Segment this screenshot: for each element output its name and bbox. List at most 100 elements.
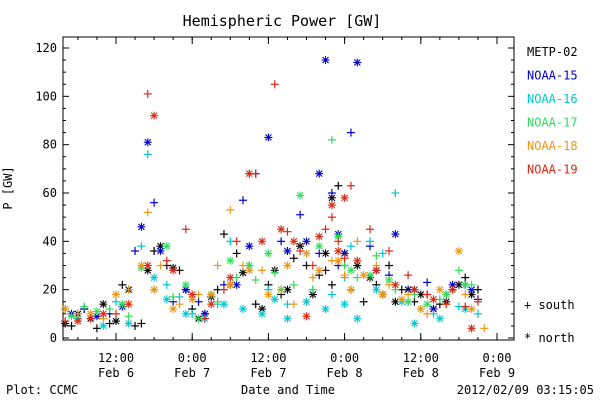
plus-marker <box>124 285 133 294</box>
star-d2 <box>207 291 215 298</box>
star-d2 <box>303 312 310 320</box>
x-tick-label-time: 0:00 <box>178 351 207 365</box>
plot-frame <box>62 36 515 341</box>
plus-marker <box>366 225 374 234</box>
star-marker <box>181 285 190 294</box>
x-tick-label-date: Feb 8 <box>403 366 439 380</box>
star-d2 <box>468 324 475 332</box>
star-marker <box>378 290 387 299</box>
plus-marker <box>112 309 120 318</box>
star-marker <box>346 266 355 275</box>
plus-marker <box>143 208 152 217</box>
plus-marker <box>73 309 82 318</box>
y-tick-label: 120 <box>35 41 57 55</box>
star-d2 <box>404 298 412 306</box>
star-marker <box>340 193 349 202</box>
plus-marker <box>473 297 482 306</box>
star-d2 <box>417 291 425 298</box>
star-d2 <box>245 262 253 269</box>
star-d2 <box>138 262 145 269</box>
plus-marker <box>162 280 171 289</box>
plus-marker <box>404 271 413 280</box>
star-marker <box>226 256 235 265</box>
footer-plot-credit: Plot: CCMC <box>6 383 78 397</box>
plus-marker <box>226 205 235 214</box>
star-marker <box>150 273 159 282</box>
star-d2 <box>411 286 418 294</box>
star-marker <box>99 321 108 330</box>
star-d2 <box>220 300 228 308</box>
series-noaa-18 <box>61 205 489 333</box>
star-d2 <box>353 315 361 323</box>
star-marker <box>61 305 70 313</box>
star-d2 <box>372 286 380 294</box>
star-marker <box>258 305 267 313</box>
series-metp-02 <box>61 181 482 333</box>
star-marker <box>467 285 476 294</box>
star-marker <box>353 58 362 67</box>
plus-marker <box>105 305 114 313</box>
star-marker <box>346 285 355 294</box>
star-marker <box>169 305 178 313</box>
plus-marker <box>137 242 146 251</box>
plus-marker <box>200 314 209 323</box>
plus-marker <box>346 181 355 190</box>
star-marker <box>289 237 298 246</box>
star-marker <box>92 307 101 316</box>
star-marker <box>315 232 324 241</box>
star-marker <box>219 300 228 309</box>
star-marker <box>188 290 197 299</box>
plus-marker <box>112 297 120 306</box>
star-marker <box>264 133 273 142</box>
star-marker <box>372 266 381 275</box>
plus-marker <box>308 273 317 282</box>
star-marker <box>181 280 190 289</box>
plus-marker <box>423 290 432 299</box>
footer-timestamp: 2012/02/09 03:15:05 <box>457 383 594 397</box>
star-marker <box>258 309 267 318</box>
star-d2 <box>392 298 399 306</box>
star-marker <box>143 261 152 270</box>
plus-marker <box>118 280 127 289</box>
star-d2 <box>169 305 177 313</box>
data-points <box>61 56 489 333</box>
star-d2 <box>398 295 406 303</box>
star-marker <box>429 295 438 304</box>
star-marker <box>150 111 159 120</box>
star-marker <box>124 319 133 328</box>
star-d2 <box>112 317 120 325</box>
star-marker <box>321 249 330 258</box>
x-tick-label-date: Feb 6 <box>98 366 134 380</box>
star-d2 <box>334 257 342 265</box>
plus-marker <box>131 321 140 330</box>
star-d2 <box>366 271 374 279</box>
star-d2 <box>258 310 266 318</box>
star-d2 <box>328 201 336 209</box>
star-d2 <box>169 266 177 274</box>
star-d2 <box>284 247 291 255</box>
star-marker <box>321 305 330 313</box>
plus-marker <box>251 276 260 284</box>
plus-marker <box>327 189 336 197</box>
plus-marker <box>385 261 394 270</box>
star-d2 <box>239 269 247 277</box>
plus-marker <box>258 266 267 275</box>
plus-marker <box>156 261 165 270</box>
star-d2 <box>353 257 361 265</box>
star-d2 <box>258 237 266 245</box>
star-d2 <box>226 257 234 265</box>
star-d2 <box>322 305 329 313</box>
plus-marker <box>105 319 114 328</box>
star-marker <box>404 297 413 306</box>
chart-title: Hemispheric Power [GW] <box>183 12 382 30</box>
star-d2 <box>430 295 437 303</box>
plus-marker <box>175 300 184 309</box>
plus-marker <box>442 300 451 309</box>
legend-metp-02: METP-02 <box>527 45 578 59</box>
star-d2 <box>303 298 310 306</box>
star-marker <box>410 319 419 328</box>
star-marker <box>245 169 254 178</box>
star-d2 <box>182 281 190 289</box>
plus-marker <box>378 249 387 258</box>
